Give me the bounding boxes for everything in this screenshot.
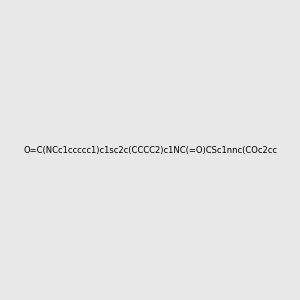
Text: O=C(NCc1ccccc1)c1sc2c(CCCC2)c1NC(=O)CSc1nnc(COc2cc: O=C(NCc1ccccc1)c1sc2c(CCCC2)c1NC(=O)CSc1… xyxy=(23,146,277,154)
